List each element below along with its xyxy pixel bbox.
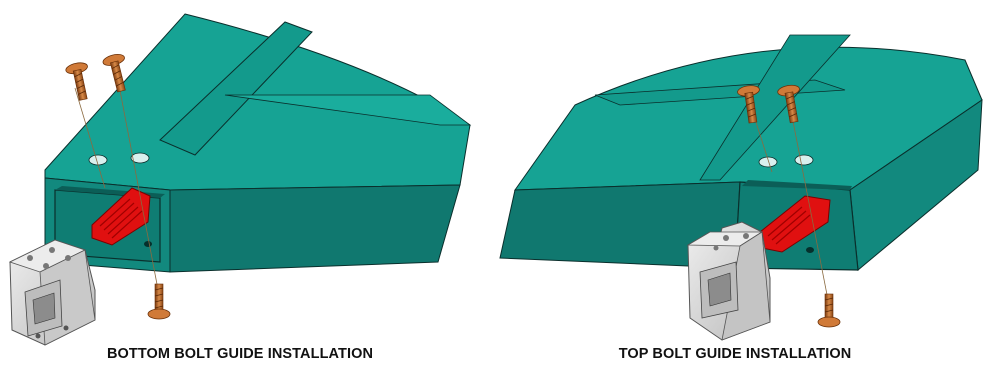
screw-icon — [147, 283, 171, 320]
top-bolt-guide-caption: TOP BOLT GUIDE INSTALLATION — [618, 346, 852, 362]
screw-icon — [777, 84, 800, 124]
right-assembly — [499, 34, 983, 341]
latch-icon — [91, 187, 151, 246]
screw-icon — [102, 54, 126, 93]
bolt-guide-icon — [8, 239, 96, 346]
screw-icon — [737, 85, 760, 124]
left-top-rail — [159, 21, 313, 156]
left-side-face — [169, 184, 461, 273]
bolt-guide-icon — [686, 221, 771, 341]
screw-icon — [817, 293, 841, 328]
bottom-bolt-guide-caption: BOTTOM BOLT GUIDE INSTALLATION — [106, 346, 374, 362]
left-assembly — [8, 13, 472, 346]
screw-icon — [65, 62, 88, 101]
